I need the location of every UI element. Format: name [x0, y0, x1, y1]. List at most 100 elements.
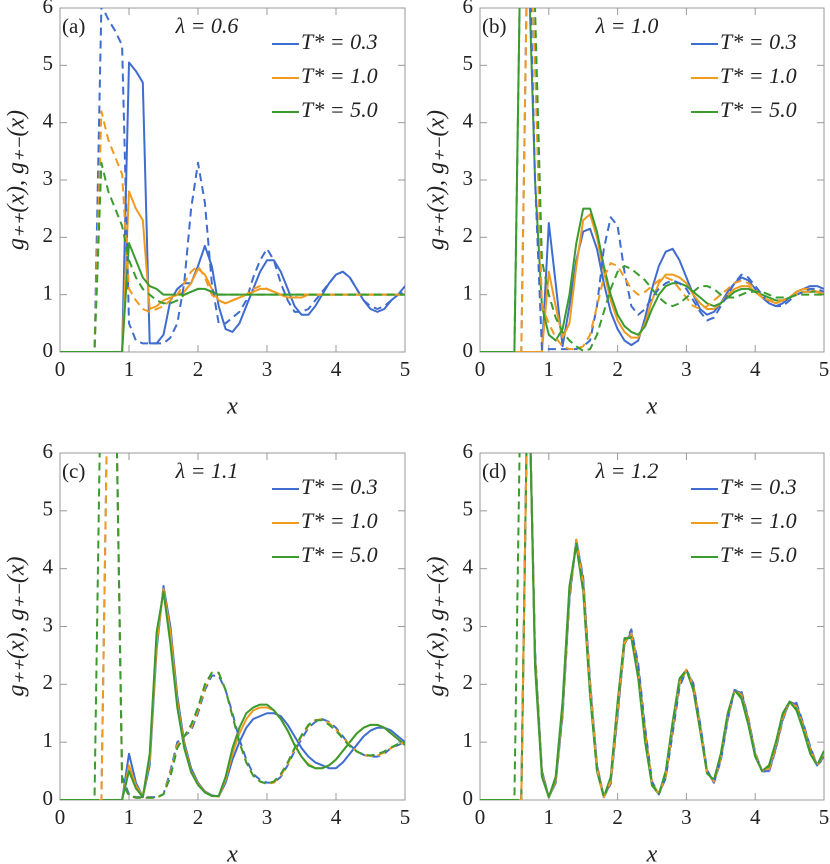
x-tick-label: 2 — [612, 357, 623, 381]
series-line — [480, 222, 824, 352]
y-tick-label: 3 — [43, 166, 54, 190]
x-tick-label: 1 — [544, 357, 555, 381]
y-tick-label: 6 — [463, 439, 474, 463]
x-tick-label: 0 — [55, 805, 66, 829]
plot-area — [480, 8, 824, 352]
x-tick-label: 4 — [750, 805, 761, 829]
y-axis-label: g₊₊(x), g₊₋(x) — [4, 557, 30, 697]
panel: 0 1 2 3 4 5 0 1 2 3 4 5 6 T* = 0.3 T* = 1.0 T* = 5.0 (c)… — [4, 439, 411, 864]
y-tick-label: 3 — [43, 612, 54, 636]
y-tick-label: 1 — [463, 280, 474, 304]
x-tick-label: 3 — [262, 357, 273, 381]
series-line — [480, 8, 824, 352]
y-tick-label: 1 — [43, 280, 54, 304]
y-tick-label: 3 — [463, 612, 474, 636]
legend-label: T* = 0.3 — [720, 29, 797, 54]
series-line — [480, 213, 824, 352]
panel: 0 1 2 3 4 5 0 1 2 3 4 5 6 T* = 0.3 T* = 1.0 T* = 5.0 (b)… — [424, 0, 830, 420]
y-tick-label: 6 — [43, 0, 54, 18]
x-tick-label: 0 — [475, 805, 486, 829]
series-line — [480, 8, 824, 352]
series-line — [60, 190, 405, 352]
y-tick-label: 2 — [43, 670, 54, 694]
plot-area — [480, 453, 824, 800]
y-tick-label: 2 — [463, 223, 474, 247]
x-tick-label: 5 — [400, 357, 411, 381]
legend-label: T* = 5.0 — [720, 97, 797, 122]
legend-label: T* = 1.0 — [301, 508, 378, 533]
y-axis-label: g₊₊(x), g₊₋(x) — [4, 110, 30, 250]
annotation: λ = 1.1 — [175, 458, 239, 483]
series-line — [60, 585, 405, 800]
series-line — [480, 8, 824, 352]
annotation: λ = 0.6 — [175, 13, 239, 38]
y-tick-label: 6 — [463, 0, 474, 18]
x-tick-label: 5 — [819, 805, 830, 829]
series-line — [60, 242, 405, 352]
series-line — [60, 453, 405, 800]
series-line — [60, 590, 405, 800]
x-axis-label: x — [226, 394, 238, 420]
y-tick-label: 5 — [463, 51, 474, 75]
legend-label: T* = 1.0 — [720, 508, 797, 533]
x-tick-label: 1 — [124, 357, 135, 381]
x-tick-label: 4 — [331, 357, 342, 381]
x-tick-label: 0 — [475, 357, 486, 381]
x-tick-label: 3 — [262, 805, 273, 829]
y-tick-label: 5 — [463, 497, 474, 521]
y-tick-label: 4 — [463, 554, 474, 578]
legend-label: T* = 1.0 — [720, 63, 797, 88]
series-line — [60, 587, 405, 800]
y-tick-label: 4 — [43, 108, 54, 132]
x-axis-label: x — [646, 394, 658, 420]
y-tick-label: 5 — [43, 51, 54, 75]
x-tick-label: 5 — [819, 357, 830, 381]
x-tick-label: 2 — [193, 805, 204, 829]
x-tick-label: 4 — [750, 357, 761, 381]
legend-label: T* = 0.3 — [301, 474, 378, 499]
plot-area — [60, 8, 405, 352]
legend-label: T* = 5.0 — [720, 542, 797, 567]
panel-label: (b) — [482, 14, 507, 38]
legend-label: T* = 5.0 — [301, 542, 378, 567]
series-line — [60, 61, 405, 352]
legend-label: T* = 0.3 — [720, 474, 797, 499]
legend-label: T* = 0.3 — [301, 29, 378, 54]
y-axis-label: g₊₊(x), g₊₋(x) — [424, 110, 450, 250]
x-tick-label: 2 — [612, 805, 623, 829]
panel-label: (c) — [62, 459, 85, 483]
x-tick-label: 1 — [544, 805, 555, 829]
y-tick-label: 0 — [43, 338, 54, 362]
annotation: λ = 1.0 — [595, 13, 659, 38]
x-tick-label: 2 — [193, 357, 204, 381]
panel-label: (d) — [482, 459, 507, 483]
y-tick-label: 2 — [463, 670, 474, 694]
panel: 0 1 2 3 4 5 0 1 2 3 4 5 6 T* = 0.3 T* = 1.0 T* = 5.0 (a)… — [4, 0, 411, 420]
y-tick-label: 2 — [43, 223, 54, 247]
panel-label: (a) — [62, 14, 85, 38]
x-axis-label: x — [226, 842, 238, 864]
x-tick-label: 5 — [400, 805, 411, 829]
y-tick-label: 0 — [463, 786, 474, 810]
y-tick-label: 4 — [463, 108, 474, 132]
x-tick-label: 1 — [124, 805, 135, 829]
y-tick-label: 5 — [43, 497, 54, 521]
panel: 0 1 2 3 4 5 0 1 2 3 4 5 6 T* = 0.3 T* = 1.0 T* = 5.0 (d)… — [424, 439, 830, 864]
series-line — [60, 110, 405, 352]
series-line — [60, 8, 405, 352]
x-tick-label: 4 — [331, 805, 342, 829]
legend-label: T* = 1.0 — [301, 63, 378, 88]
x-tick-label: 0 — [55, 357, 66, 381]
x-tick-label: 3 — [681, 357, 692, 381]
legend-label: T* = 5.0 — [301, 97, 378, 122]
x-tick-label: 3 — [681, 805, 692, 829]
y-tick-label: 0 — [463, 338, 474, 362]
y-tick-label: 0 — [43, 786, 54, 810]
series-line — [60, 161, 405, 352]
y-tick-label: 1 — [43, 728, 54, 752]
y-tick-label: 6 — [43, 439, 54, 463]
y-tick-label: 4 — [43, 554, 54, 578]
x-axis-label: x — [646, 842, 658, 864]
y-tick-label: 3 — [463, 166, 474, 190]
